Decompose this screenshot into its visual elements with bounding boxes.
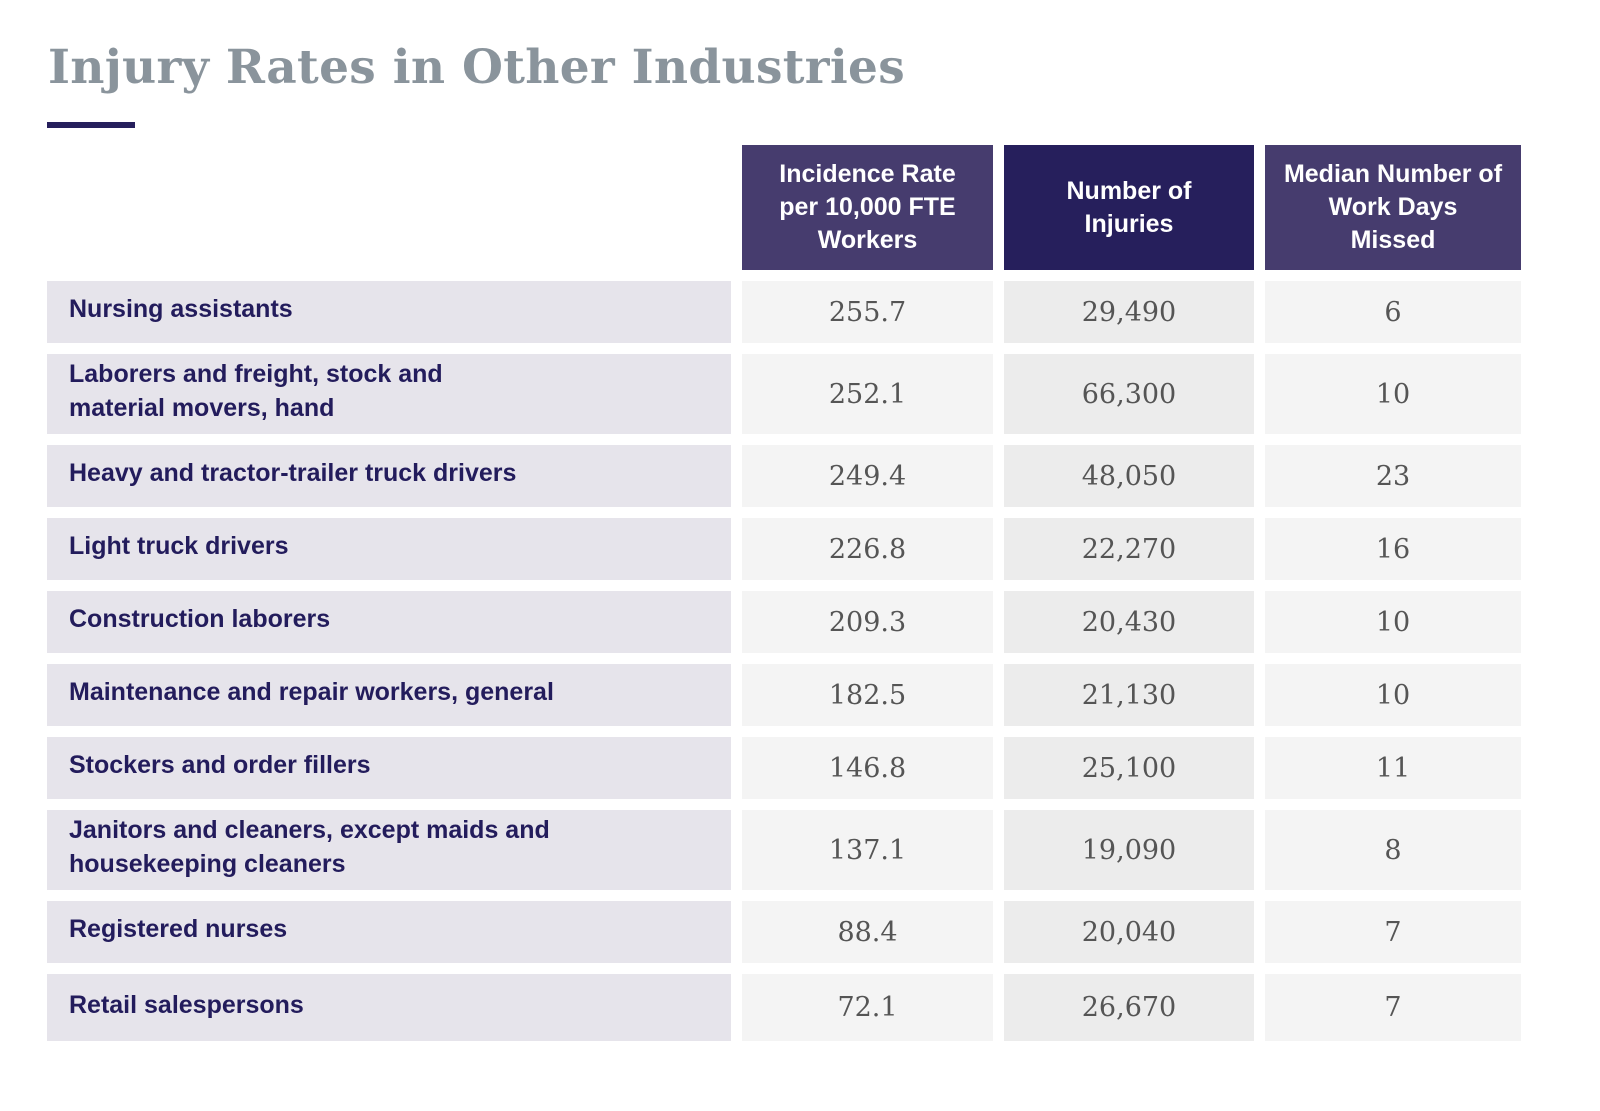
injuries-cell: 20,430 — [1004, 591, 1254, 653]
cell-text: 20,040 — [1081, 916, 1177, 948]
cell-text: 8 — [1384, 834, 1402, 866]
occupation-cell: Janitors and cleaners, except maids and … — [47, 810, 731, 890]
cell-text: Maintenance and repair workers, general — [69, 678, 554, 706]
days-missed-cell: 10 — [1265, 354, 1521, 434]
occupation-cell: Construction laborers — [47, 591, 731, 653]
cell-text: 21,130 — [1081, 679, 1177, 711]
cell-text: 146.8 — [828, 752, 907, 784]
cell-text: 88.4 — [837, 916, 898, 948]
days-missed-cell: 8 — [1265, 810, 1521, 890]
incidence-rate-cell: 226.8 — [742, 518, 993, 580]
header-label: Median Number of Work Days Missed — [1283, 160, 1503, 254]
cell-text: 22,270 — [1081, 533, 1177, 565]
days-missed-cell: 6 — [1265, 281, 1521, 343]
cell-text: Construction laborers — [69, 605, 331, 633]
incidence-rate-cell: 137.1 — [742, 810, 993, 890]
cell-text: 252.1 — [828, 378, 907, 410]
cell-text: 255.7 — [828, 296, 907, 328]
cell-text: Nursing assistants — [69, 295, 293, 323]
cell-text: 10 — [1375, 679, 1411, 711]
incidence-rate-cell: 252.1 — [742, 354, 993, 434]
occupation-cell: Retail salespersons — [47, 974, 731, 1041]
days-missed-cell: 16 — [1265, 518, 1521, 580]
header-label: Incidence Rate per 10,000 FTE Workers — [779, 160, 956, 254]
injuries-cell: 26,670 — [1004, 974, 1254, 1041]
cell-text: 19,090 — [1081, 834, 1177, 866]
days-missed-cell: 7 — [1265, 901, 1521, 963]
cell-text: 10 — [1375, 606, 1411, 638]
occupation-cell: Maintenance and repair workers, general — [47, 664, 731, 726]
incidence-rate-cell: 146.8 — [742, 737, 993, 799]
cell-text: Heavy and tractor-trailer truck drivers — [69, 459, 517, 487]
incidence-rate-cell: 72.1 — [742, 974, 993, 1041]
occupation-cell: Laborers and freight, stock and material… — [47, 354, 731, 434]
injuries-cell: 20,040 — [1004, 901, 1254, 963]
cell-text: 10 — [1375, 378, 1411, 410]
days-missed-cell: 10 — [1265, 664, 1521, 726]
occupation-cell: Nursing assistants — [47, 281, 731, 343]
title-underline — [47, 122, 135, 128]
cell-text: 26,670 — [1081, 992, 1177, 1023]
injury-rates-table: Incidence Rate per 10,000 FTE Workers Nu… — [47, 145, 1521, 1041]
header-number-of-injuries: Number of Injuries — [1004, 145, 1254, 270]
occupation-cell: Stockers and order fillers — [47, 737, 731, 799]
header-median-days-missed: Median Number of Work Days Missed — [1265, 145, 1521, 270]
cell-text: 7 — [1384, 916, 1402, 948]
cell-text: 29,490 — [1081, 296, 1177, 328]
incidence-rate-cell: 88.4 — [742, 901, 993, 963]
page-title: Injury Rates in Other Industries — [48, 40, 905, 95]
injuries-cell: 22,270 — [1004, 518, 1254, 580]
header-incidence-rate: Incidence Rate per 10,000 FTE Workers — [742, 145, 993, 270]
header-label: Number of Injuries — [1066, 176, 1192, 238]
cell-text: 6 — [1384, 296, 1402, 328]
cell-text: 209.3 — [828, 606, 907, 638]
cell-text: Light truck drivers — [69, 532, 289, 560]
cell-text: 137.1 — [828, 834, 907, 866]
occupation-cell: Heavy and tractor-trailer truck drivers — [47, 445, 731, 507]
cell-text: 66,300 — [1081, 378, 1177, 410]
cell-text: 20,430 — [1081, 606, 1177, 638]
injuries-cell: 29,490 — [1004, 281, 1254, 343]
days-missed-cell: 11 — [1265, 737, 1521, 799]
injuries-cell: 19,090 — [1004, 810, 1254, 890]
cell-text: 182.5 — [828, 679, 907, 711]
cell-text: Retail salespersons — [69, 990, 304, 1019]
cell-text: Stockers and order fillers — [69, 751, 371, 779]
days-missed-cell: 7 — [1265, 974, 1521, 1041]
cell-text: Laborers and freight, stock and material… — [69, 360, 443, 422]
cell-text: 249.4 — [828, 460, 907, 492]
cell-text: 72.1 — [837, 992, 898, 1023]
injuries-cell: 25,100 — [1004, 737, 1254, 799]
cell-text: 16 — [1375, 533, 1411, 565]
incidence-rate-cell: 209.3 — [742, 591, 993, 653]
cell-text: Registered nurses — [69, 915, 288, 943]
cell-text: Janitors and cleaners, except maids and … — [69, 816, 550, 878]
header-blank-cell — [47, 145, 731, 270]
days-missed-cell: 10 — [1265, 591, 1521, 653]
cell-text: 7 — [1384, 992, 1402, 1023]
incidence-rate-cell: 249.4 — [742, 445, 993, 507]
cell-text: 226.8 — [828, 533, 907, 565]
occupation-cell: Light truck drivers — [47, 518, 731, 580]
cell-text: 48,050 — [1081, 460, 1177, 492]
occupation-cell: Registered nurses — [47, 901, 731, 963]
cell-text: 11 — [1375, 752, 1411, 784]
injuries-cell: 21,130 — [1004, 664, 1254, 726]
days-missed-cell: 23 — [1265, 445, 1521, 507]
injuries-cell: 66,300 — [1004, 354, 1254, 434]
cell-text: 23 — [1375, 460, 1411, 492]
incidence-rate-cell: 182.5 — [742, 664, 993, 726]
incidence-rate-cell: 255.7 — [742, 281, 993, 343]
injuries-cell: 48,050 — [1004, 445, 1254, 507]
cell-text: 25,100 — [1081, 752, 1177, 784]
